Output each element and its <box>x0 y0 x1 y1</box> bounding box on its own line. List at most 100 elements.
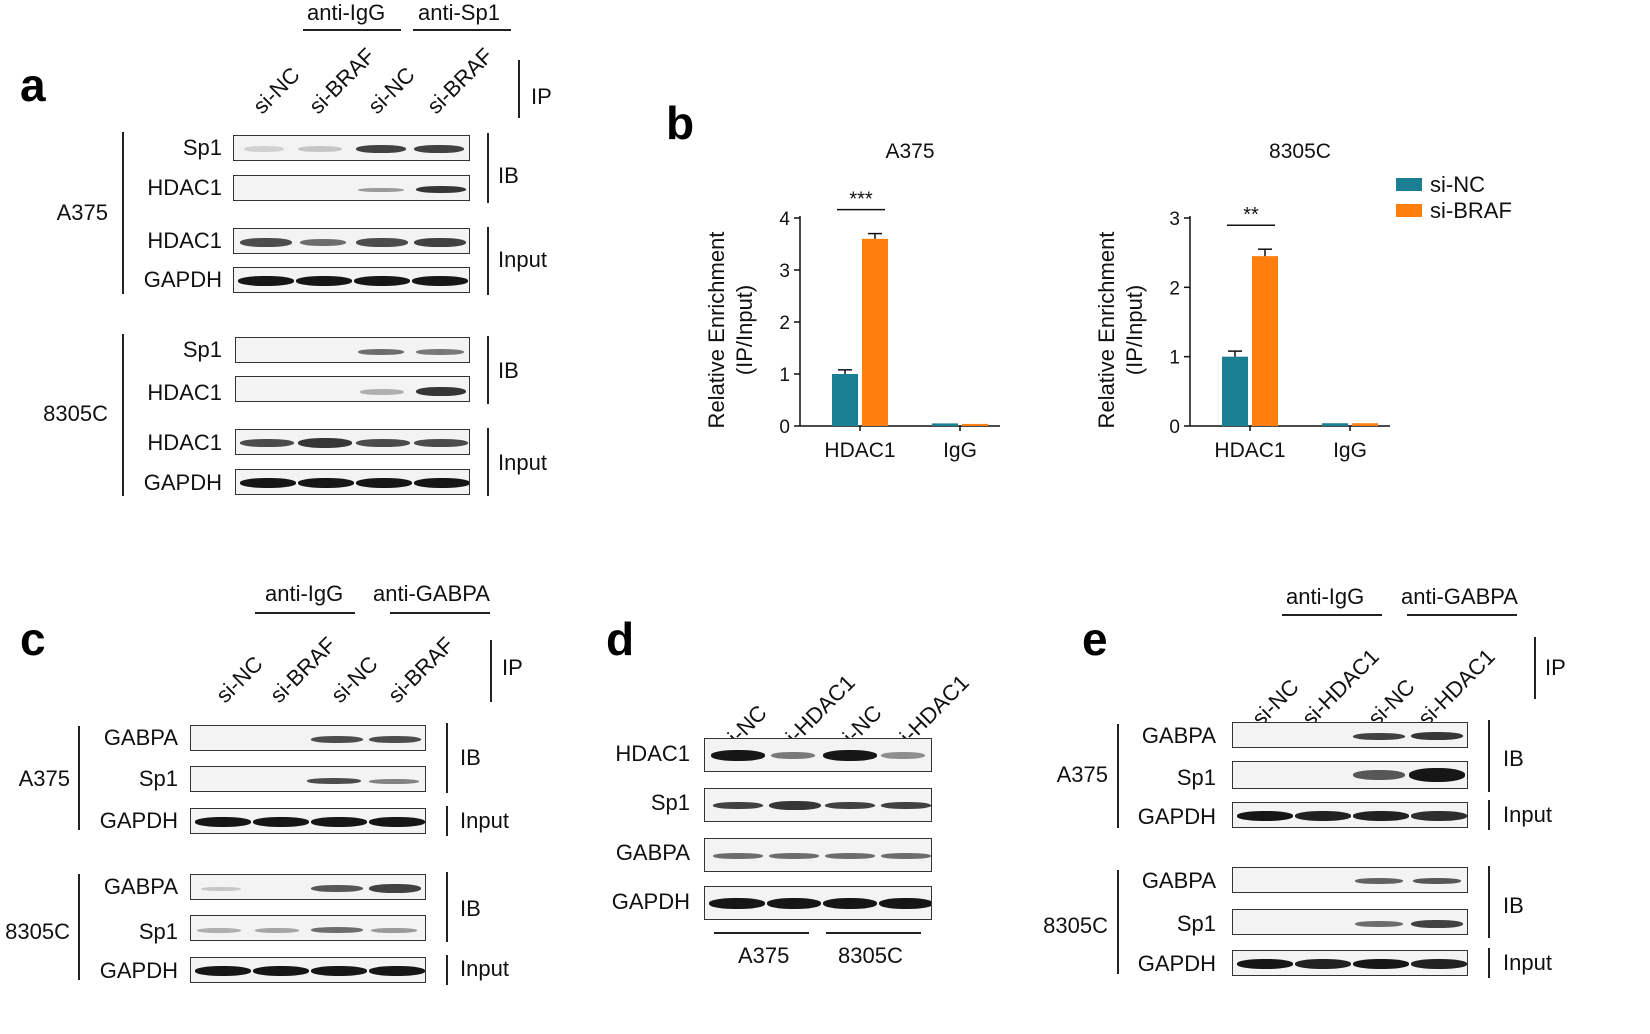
cell-line-bracket <box>1117 724 1119 828</box>
row-label: GABPA <box>615 840 690 865</box>
row-label: HDAC1 <box>147 228 222 253</box>
y-tick-label: 3 <box>1169 209 1180 230</box>
group-label-anti-sp1: anti-Sp1 <box>418 0 500 25</box>
blot-strip <box>1232 722 1468 748</box>
lane-label: si-NC <box>326 651 383 708</box>
cell-line-8305c: 8305C <box>43 401 108 426</box>
y-tick-label: 4 <box>779 209 790 230</box>
blot-strip <box>190 957 426 983</box>
blot-strip <box>190 766 426 792</box>
panel-letter-d: d <box>606 613 635 665</box>
blot-strip <box>1232 867 1468 893</box>
legend-label-si-nc: si-NC <box>1430 172 1485 197</box>
lane-label: si-NC <box>211 651 268 708</box>
blot-strip <box>1232 909 1468 935</box>
bar-si-BRAF <box>1352 423 1378 426</box>
row-label: HDAC1 <box>147 430 222 455</box>
cell-line-bracket <box>1117 870 1119 974</box>
row-label: GAPDH <box>1137 951 1216 976</box>
row-label: Sp1 <box>650 790 690 815</box>
cell-line-bracket <box>78 726 80 830</box>
blot-strip <box>190 874 426 900</box>
bar-si-BRAF <box>862 238 888 426</box>
cell-line-8305c: 8305C <box>1043 913 1108 938</box>
blot-strip <box>1232 761 1468 789</box>
panel-letter-e: e <box>1082 613 1108 665</box>
ip-label: IP <box>1545 655 1566 680</box>
blot-strip <box>233 135 470 161</box>
y-axis-label: (IP/Input) <box>1122 285 1147 375</box>
y-tick-label: 2 <box>779 313 790 334</box>
row-label: GAPDH <box>99 808 178 833</box>
cell-line-8305c: 8305C <box>5 919 70 944</box>
row-label: GAPDH <box>143 267 222 292</box>
section-label-ib: IB <box>1503 893 1524 918</box>
bar-si-NC <box>1222 356 1248 426</box>
blot-strip <box>235 337 470 363</box>
lane-label: si-NC <box>363 62 420 119</box>
blot-strip <box>704 838 932 872</box>
section-bracket <box>1488 948 1490 978</box>
section-label-input: Input <box>498 450 547 475</box>
group-line <box>390 612 490 614</box>
blot-strip <box>704 886 932 920</box>
legend-label-si-braf: si-BRAF <box>1430 198 1512 223</box>
ip-label: IP <box>531 84 552 109</box>
section-label-input: Input <box>1503 802 1552 827</box>
blot-strip <box>704 738 932 772</box>
y-tick-label: 1 <box>1169 348 1180 369</box>
cell-line-a375: A375 <box>1056 762 1108 787</box>
bar-chart-a375: A375 Relative Enrichment (IP/Input) 0 1 2 3 4 HD… <box>704 140 1000 462</box>
blot-strip <box>190 725 426 751</box>
bar-chart-8305c: 8305C Relative Enrichment (IP/Input) 0 1 2 3 HD… <box>1094 140 1390 462</box>
cell-line-bracket <box>122 334 124 496</box>
group-label-anti-igg: anti-IgG <box>265 581 344 606</box>
section-bracket <box>1488 720 1490 792</box>
y-tick-label: 3 <box>779 261 790 282</box>
group-line <box>413 29 511 31</box>
section-bracket <box>487 133 489 203</box>
blot-strip <box>233 175 470 201</box>
row-label: GABPA <box>103 725 178 750</box>
chart-title: A375 <box>885 140 934 163</box>
cell-line-a375: A375 <box>738 943 790 968</box>
x-tick-label: HDAC1 <box>824 439 895 462</box>
cell-line-bracket <box>78 874 80 980</box>
blot-strip <box>704 788 932 822</box>
significance-label: *** <box>849 189 873 211</box>
y-axis-label: (IP/Input) <box>732 285 757 375</box>
row-label: Sp1 <box>138 766 178 791</box>
blot-strip <box>235 469 470 495</box>
row-label: Sp1 <box>138 919 178 944</box>
ip-bracket <box>490 640 492 702</box>
y-tick-label: 1 <box>779 365 790 386</box>
row-label: HDAC1 <box>147 175 222 200</box>
cell-line-bracket <box>122 132 124 294</box>
section-bracket <box>1488 800 1490 830</box>
legend-swatch-si-nc <box>1396 178 1422 191</box>
significance-label: ** <box>1243 204 1259 226</box>
blot-strip <box>190 915 426 941</box>
y-tick-label: 0 <box>1169 417 1180 438</box>
y-tick-label: 2 <box>1169 278 1180 299</box>
section-bracket <box>487 227 489 295</box>
section-bracket <box>487 336 489 404</box>
cell-line-a375: A375 <box>18 766 70 791</box>
row-label: HDAC1 <box>615 741 690 766</box>
blot-strip <box>233 267 470 293</box>
section-bracket <box>446 955 448 985</box>
row-label: GAPDH <box>1137 804 1216 829</box>
section-label-input: Input <box>1503 950 1552 975</box>
row-label: GAPDH <box>143 470 222 495</box>
y-tick-label: 0 <box>779 417 790 438</box>
x-tick-label: IgG <box>1333 439 1367 462</box>
group-label-anti-igg: anti-IgG <box>1286 584 1365 609</box>
lane-label: si-BRAF <box>422 43 498 119</box>
section-bracket <box>446 723 448 793</box>
group-line <box>303 29 401 31</box>
lane-label: si-HDAC1 <box>1413 643 1500 731</box>
row-label: Sp1 <box>1176 911 1216 936</box>
section-label-input: Input <box>460 956 509 981</box>
blot-strip <box>235 429 470 455</box>
section-label-input: Input <box>498 247 547 272</box>
